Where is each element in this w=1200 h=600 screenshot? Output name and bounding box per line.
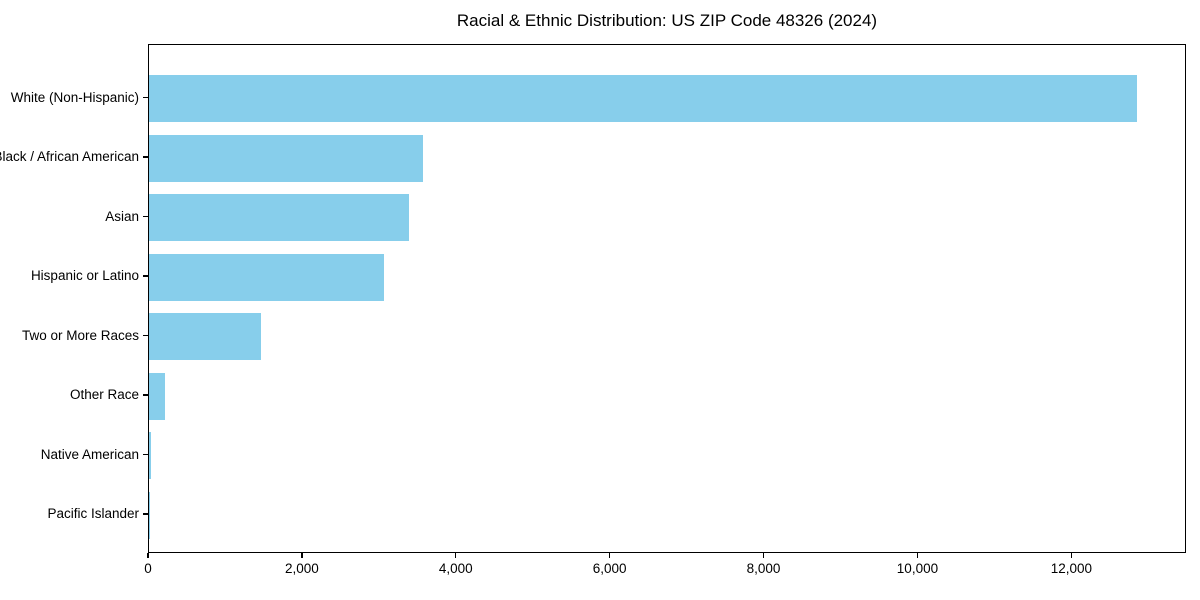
y-axis-label-two-or-more-races: Two or More Races <box>21 327 139 343</box>
bar-other-race <box>149 372 166 420</box>
x-axis-tick-label: 4,000 <box>438 561 473 576</box>
y-axis-label-native-american: Native American <box>40 446 139 462</box>
bar-white-non-hispanic <box>149 75 1138 122</box>
x-tick-mark <box>762 553 765 558</box>
bar-asian <box>149 194 410 241</box>
x-axis-tick-label: 0 <box>144 561 152 576</box>
bar-hispanic-or-latino <box>149 253 384 301</box>
y-tick-mark <box>143 275 148 277</box>
x-axis-tick-label: 8,000 <box>746 561 781 576</box>
y-tick-mark <box>143 156 148 158</box>
y-tick-mark <box>143 334 148 337</box>
bar-two-or-more-races <box>149 313 261 360</box>
x-tick-mark <box>609 553 611 558</box>
y-tick-mark <box>143 453 148 456</box>
chart-title: Racial & Ethnic Distribution: US ZIP Cod… <box>456 11 878 30</box>
y-tick-mark <box>143 513 148 515</box>
y-axis-label-hispanic-or-latino: Hispanic or Latino <box>30 268 139 283</box>
y-axis-label-pacific-islander: Pacific Islander <box>47 506 139 521</box>
bar-native-american <box>149 432 151 479</box>
x-axis-tick-label: 12,000 <box>1050 561 1092 576</box>
plot-area <box>148 44 1186 553</box>
y-axis-label-other-race: Other Race <box>69 387 139 402</box>
y-tick-mark <box>143 394 148 396</box>
x-tick-mark <box>916 553 919 558</box>
x-axis-tick-label: 6,000 <box>592 561 627 576</box>
x-tick-mark <box>1070 553 1072 558</box>
x-tick-mark <box>455 553 457 558</box>
x-axis-tick-label: 10,000 <box>896 561 939 576</box>
y-axis-label-asian: Asian <box>105 208 139 224</box>
x-tick-mark <box>301 553 303 558</box>
y-axis-label-black-african-american: Black / African American <box>0 149 139 164</box>
x-tick-mark <box>147 553 149 558</box>
x-axis-tick-label: 2,000 <box>284 561 319 576</box>
bar-black-african-american <box>149 134 423 182</box>
y-axis-label-white-non-hispanic: White (Non-Hispanic) <box>10 89 139 105</box>
y-tick-mark <box>143 96 148 99</box>
y-tick-mark <box>143 215 148 218</box>
